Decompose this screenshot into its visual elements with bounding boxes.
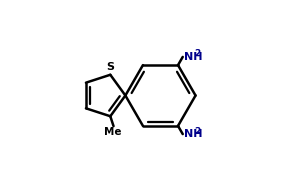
Text: S: S	[106, 62, 114, 73]
Text: 2: 2	[195, 49, 201, 58]
Text: NH: NH	[184, 129, 202, 139]
Text: 2: 2	[195, 127, 201, 136]
Text: NH: NH	[184, 52, 202, 62]
Text: Me: Me	[104, 127, 121, 137]
